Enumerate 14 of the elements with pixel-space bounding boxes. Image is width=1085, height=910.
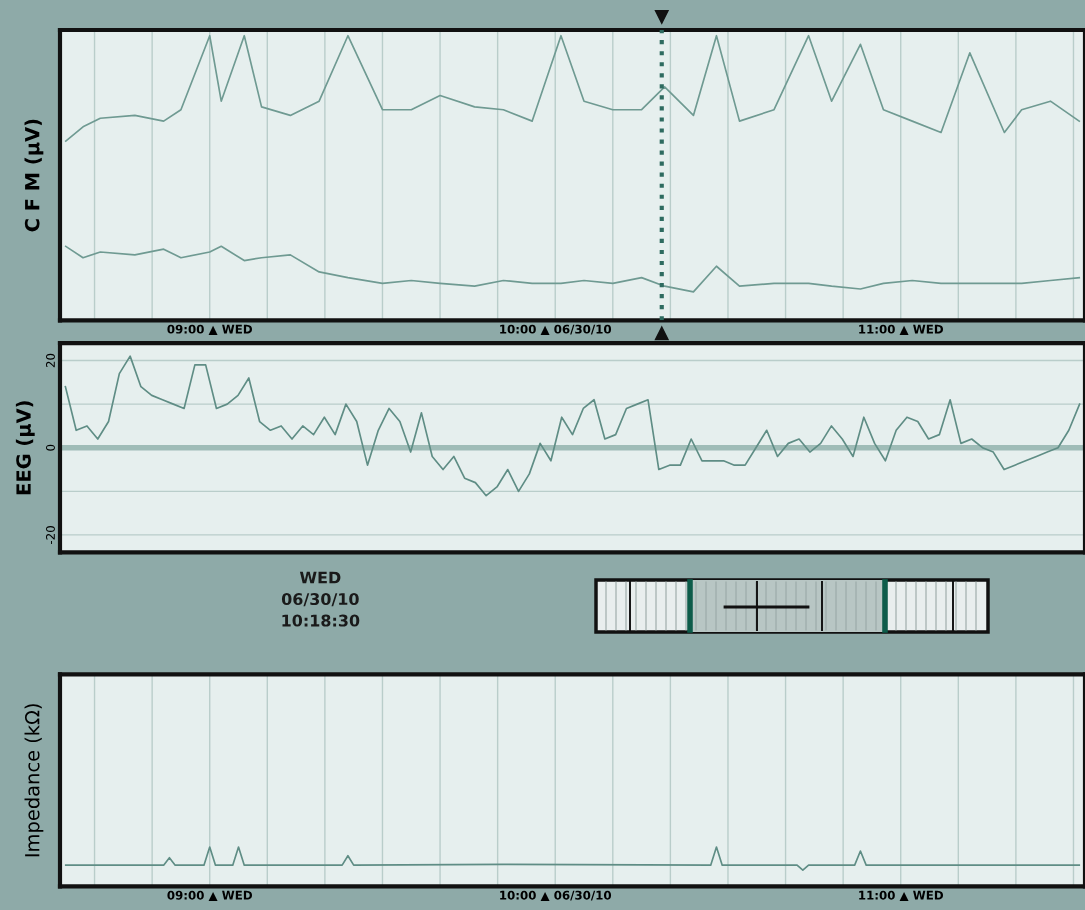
line-series [64,355,1081,497]
y-axis-title: Impedance (kΩ) [24,704,44,857]
x-tick-label: 09:00 ▲ WED [167,890,252,901]
y-tick-label: 20 [46,353,55,368]
y-tick-label: -20 [46,526,55,544]
x-tick-label: 09:00 ▲ WED [167,324,252,335]
y-axis-title: C F M (µV) [24,119,44,232]
x-tick-label: 11:00 ▲ WED [859,890,943,901]
text: WED 06/30/10 10:18:30 [281,571,360,627]
x-tick-label: 11:00 ▲ WED [859,324,943,335]
y-axis-title: EEG (µV) [15,401,35,495]
x-tick-label: 10:00 ▲ 06/30/10 [500,324,612,335]
y-tick-label: 0 [46,444,55,451]
x-tick-label: 10:00 ▲ 06/30/10 [500,890,612,901]
